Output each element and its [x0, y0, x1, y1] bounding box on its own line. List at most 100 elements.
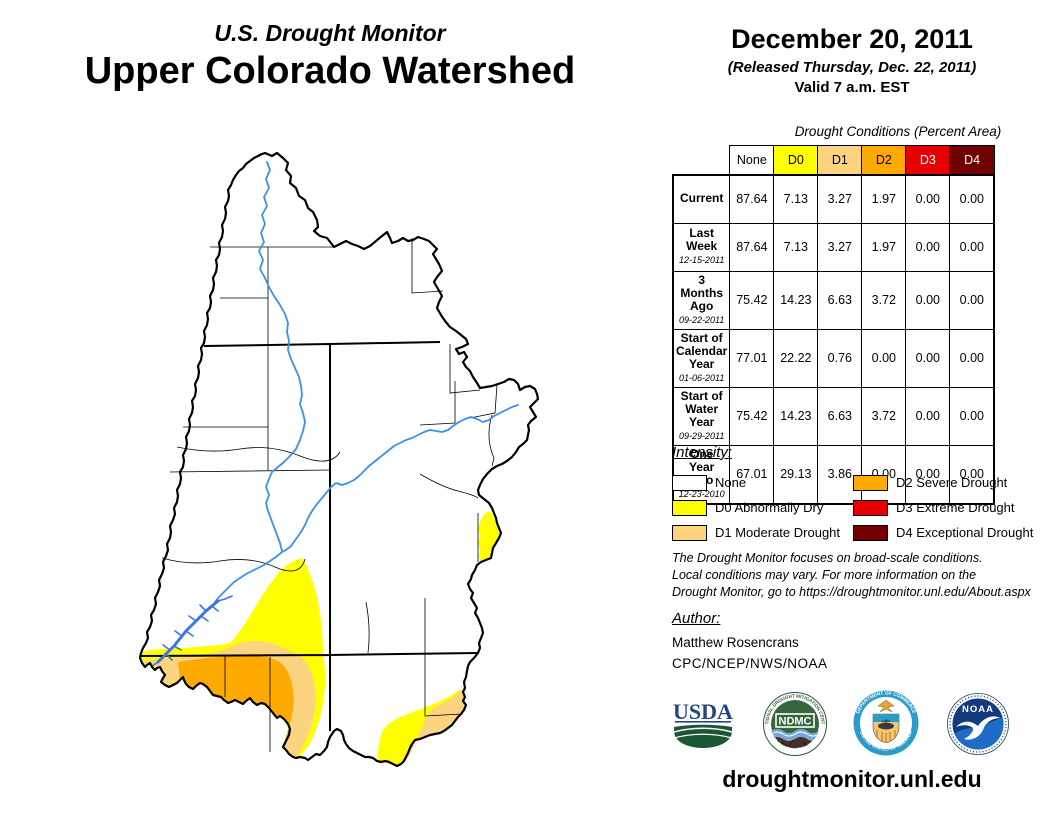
cell-value: 3.72: [861, 270, 907, 330]
cell-value: 14.23: [773, 270, 819, 330]
watershed-map: [28, 126, 652, 806]
page-title: Upper Colorado Watershed: [84, 50, 576, 92]
row-label: Last Week: [686, 226, 718, 253]
legend-item-d2: D2 Severe Drought: [853, 470, 1036, 495]
colorado-river: [281, 404, 519, 553]
disclaimer-line: The Drought Monitor focuses on broad-sca…: [672, 551, 983, 565]
table-row: 3 Months Ago 09-22-2011 75.42 14.23 6.63 …: [672, 270, 996, 330]
disclaimer-line: Drought Monitor, go to https://droughtmo…: [672, 585, 1031, 599]
cell-value: 3.72: [861, 386, 907, 446]
cell-value: 0.00: [949, 270, 996, 330]
table-row: One Year Ago12-23-2010 67.01 29.13 3.86 …: [672, 444, 996, 505]
author-title: Author:: [672, 610, 721, 627]
green-river: [258, 161, 306, 552]
drought-conditions-table: None D0 D1 D2 D3 D4 Current 87.64 7.13 3…: [672, 145, 996, 505]
row-label: Start of Calendar Year: [676, 330, 728, 371]
usda-wordmark: USDA: [673, 701, 733, 724]
cell-value: 1.97: [861, 222, 907, 272]
row-date: 09-22-2011: [678, 314, 725, 325]
cell-value: 22.22: [773, 328, 819, 388]
cell-value: 0.00: [905, 270, 951, 330]
cell-value: 0.00: [905, 386, 951, 446]
lake-powell: [151, 595, 233, 667]
cell-value: 7.13: [773, 173, 819, 224]
column-header-none: None: [729, 145, 775, 175]
cell-value: 0.00: [861, 328, 907, 388]
ndmc-wordmark: NDMC: [779, 716, 812, 728]
table-corner-cell: [673, 145, 730, 175]
legend-item-none: None: [672, 470, 853, 495]
legend-item-d0: D0 Abnormally Dry: [672, 495, 853, 520]
cell-value: 87.64: [729, 173, 775, 224]
column-header-d4: D4: [949, 145, 995, 175]
intensity-legend: Intensity: None D0 Abnormally Dry D1 Mod…: [672, 444, 1036, 545]
cell-value: 1.97: [861, 173, 907, 224]
cell-value: 0.00: [905, 328, 951, 388]
cell-value: 14.23: [773, 386, 819, 446]
column-header-d1: D1: [817, 145, 863, 175]
cell-value: 6.63: [817, 386, 863, 446]
watershed-map-svg: [138, 151, 540, 768]
cell-value: 3.27: [817, 173, 863, 224]
author-block: Author: Matthew Rosencrans CPC/NCEP/NWS/…: [672, 610, 828, 671]
table-header-row: None D0 D1 D2 D3 D4: [673, 145, 995, 175]
cell-value: 29.13: [773, 444, 819, 505]
legend-item-d3: D3 Extreme Drought: [853, 495, 1036, 520]
cell-value: 0.00: [905, 222, 951, 272]
table-row: Start of Calendar Year 01-06-2011 77.01 2…: [672, 328, 996, 388]
ndmc-logo: NATIONAL DROUGHT MITIGATION CENTER UNIVE…: [761, 688, 827, 761]
cell-value: 3.27: [817, 222, 863, 272]
author-org: CPC/NCEP/NWS/NOAA: [672, 656, 828, 671]
none-swatch: [672, 474, 707, 491]
table-title: Drought Conditions (Percent Area): [794, 124, 1002, 139]
cell-value: 75.42: [729, 386, 775, 446]
d0-swatch: [672, 499, 707, 516]
info-column: December 20, 2011 (Released Thursday, De…: [668, 24, 1036, 814]
usda-field: [674, 724, 732, 748]
legend-grid: None D0 Abnormally Dry D1 Moderate Droug…: [672, 470, 1036, 545]
row-label: 3 Months Ago: [680, 272, 723, 313]
cell-value: 0.00: [905, 173, 951, 224]
cell-value: 0.00: [949, 328, 996, 388]
cell-value: 0.00: [949, 386, 996, 446]
commerce-seal: DEPARTMENT OF COMMERCE UNITED STATES OF …: [853, 690, 919, 761]
d2-swatch: [853, 474, 888, 491]
noaa-wordmark: NOAA: [962, 704, 994, 715]
column-header-d0: D0: [773, 145, 819, 175]
watershed-outline: [138, 151, 540, 768]
usda-logo: USDA: [672, 699, 734, 754]
date-block: December 20, 2011 (Released Thursday, De…: [668, 24, 1036, 96]
disclaimer-line: Local conditions may vary. For more info…: [672, 568, 977, 582]
release-date: (Released Thursday, Dec. 22, 2011): [727, 59, 977, 76]
d1-swatch: [672, 524, 707, 541]
cell-value: 6.63: [817, 270, 863, 330]
author-name: Matthew Rosencrans: [672, 635, 799, 650]
legend-item-d4: D4 Exceptional Drought: [853, 520, 1036, 545]
cell-value: 77.01: [729, 328, 775, 388]
agency-logos: USDA NATIONAL DROUGHT MITIGATION CE: [668, 688, 1036, 761]
column-header-d3: D3: [905, 145, 951, 175]
river-stem: [214, 551, 283, 603]
rivers: [214, 161, 519, 603]
table-row: Current 87.64 7.13 3.27 1.97 0.00 0.00: [672, 173, 996, 224]
cell-value: 0.00: [949, 173, 996, 224]
row-date: 09-29-2011: [678, 430, 725, 441]
row-date: 01-06-2011: [678, 372, 725, 383]
state-borders: [139, 341, 479, 731]
d4-swatch: [853, 524, 888, 541]
cell-value: 67.01: [729, 444, 775, 505]
row-date: 12-15-2011: [678, 255, 725, 265]
disclaimer: The Drought Monitor focuses on broad-sca…: [672, 550, 1036, 601]
column-header-d2: D2: [861, 145, 907, 175]
cell-value: 0.00: [905, 444, 951, 505]
table-row: Start of Water Year 09-29-2011 75.42 14.2…: [672, 386, 996, 446]
site-url: droughtmonitor.unl.edu: [722, 766, 982, 792]
cell-value: 0.76: [817, 328, 863, 388]
d3-swatch: [853, 499, 888, 516]
doc-eagle: [877, 699, 895, 713]
row-label: Start of Water Year: [680, 388, 723, 429]
cell-value: 75.42: [729, 270, 775, 330]
table-row: Last Week 12-15-2011 87.64 7.13 3.27 1.97…: [672, 222, 996, 272]
row-date: 12-23-2010: [678, 488, 725, 499]
map-date: December 20, 2011: [731, 24, 973, 54]
